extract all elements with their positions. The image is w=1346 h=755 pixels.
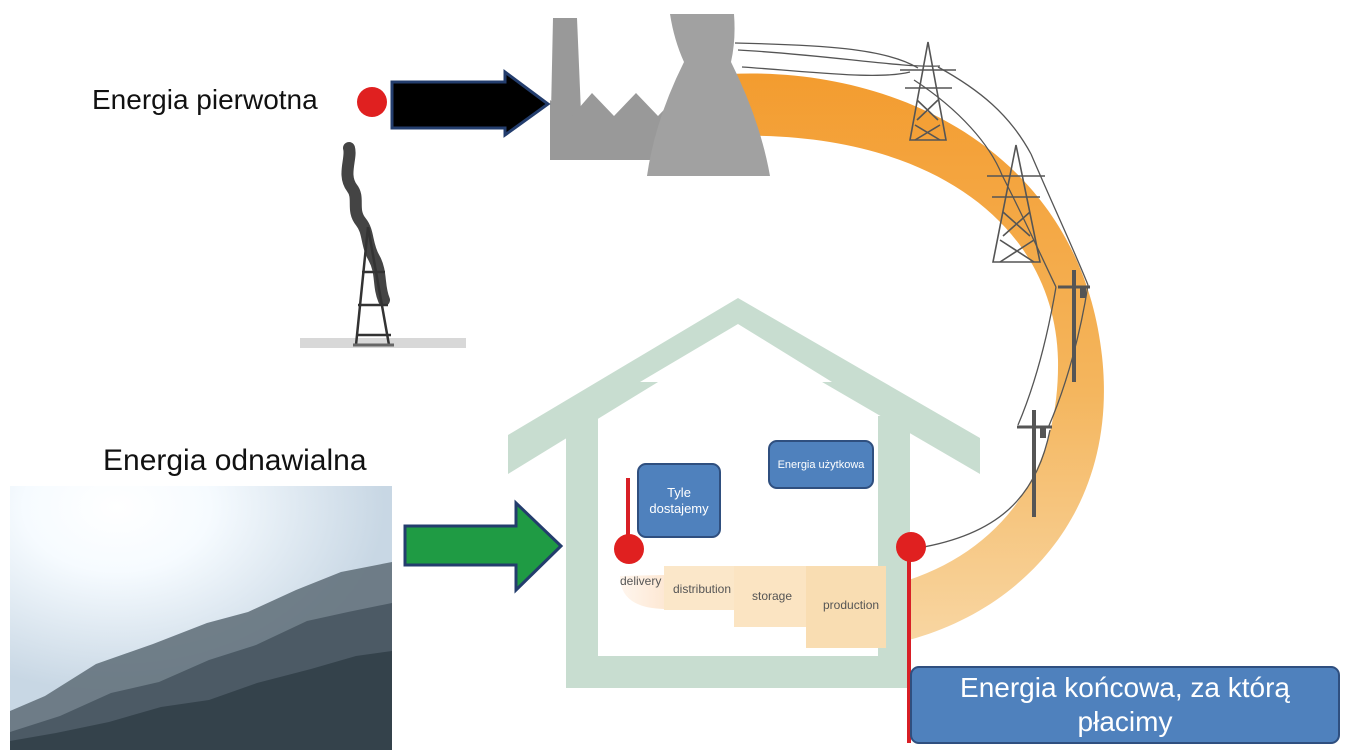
final-energy-marker-point — [896, 532, 926, 562]
final-energy-box: Energia końcowa, za którą płacimy — [910, 666, 1340, 744]
transmission-tower-2 — [987, 144, 1045, 263]
useful-energy-box: Energia użytkowa — [768, 440, 874, 489]
power-line-6 — [1030, 153, 1089, 286]
power-plant — [550, 14, 770, 176]
power-line-9 — [1017, 286, 1057, 426]
production-label: production — [823, 598, 879, 612]
power-line-5 — [913, 79, 1003, 176]
power-line-7 — [1001, 174, 1057, 288]
primary-energy-arrow — [390, 69, 551, 138]
delivery-marker-point — [614, 534, 644, 564]
delivery-label: delivery — [620, 574, 661, 588]
renewable-landscape-photo — [10, 486, 392, 750]
power-line-4 — [937, 66, 1032, 155]
final-energy-marker-line — [907, 548, 911, 743]
power-line-3 — [741, 66, 911, 77]
utility-pole-2 — [1017, 410, 1052, 517]
oil-well-image — [300, 142, 466, 348]
delivered-energy-box: Tyle dostajemy — [637, 463, 721, 538]
landscape-svg — [10, 486, 392, 750]
energy-chain — [620, 566, 886, 648]
distribution-label: distribution — [673, 582, 731, 596]
power-line-10 — [917, 429, 1051, 549]
utility-pole-1 — [1058, 270, 1090, 382]
primary-energy-label: Energia pierwotna — [92, 84, 318, 115]
energy-flow-arc — [730, 73, 1104, 648]
storage-label: storage — [752, 589, 792, 603]
renewable-energy-label: Energia odnawialna — [103, 444, 367, 477]
primary-energy-point — [357, 87, 387, 117]
delivery-marker-line — [626, 478, 630, 540]
renewable-energy-arrow — [403, 499, 564, 594]
power-line-1 — [734, 42, 919, 69]
house-diagram — [508, 298, 980, 688]
transmission-tower-1 — [900, 41, 956, 141]
